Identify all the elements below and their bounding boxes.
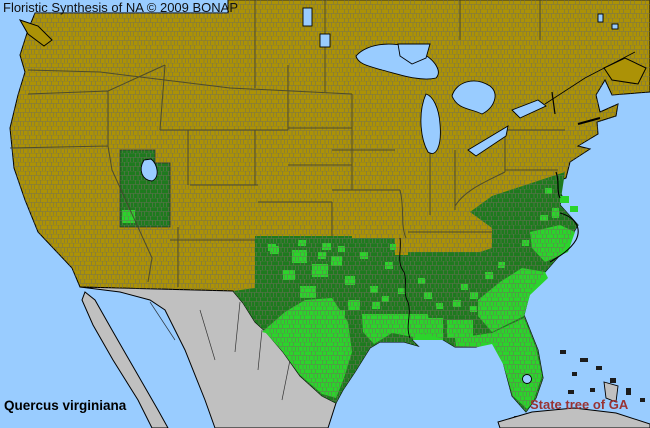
baja-california <box>81 291 169 428</box>
species-name-label: Quercus virginiana <box>4 398 127 413</box>
bahamas <box>560 350 645 402</box>
lake-huron <box>451 80 496 115</box>
vancouver-island <box>18 19 53 47</box>
nova-scotia <box>603 57 647 85</box>
mississippi-river <box>399 237 411 339</box>
state-tree-annotation: State tree of GA <box>530 397 629 412</box>
state-borders <box>9 0 565 287</box>
lake-michigan <box>420 93 441 154</box>
lake-okeechobee <box>522 374 532 384</box>
quebec-lake-2 <box>611 23 619 30</box>
lake-ontario <box>511 99 547 119</box>
quebec-lake <box>597 13 604 23</box>
map-title: Floristic Synthesis of NA © 2009 BONAP <box>3 0 239 15</box>
outer-banks <box>549 212 579 263</box>
long-island <box>577 117 601 125</box>
mexico-state-lines <box>149 301 291 401</box>
lake-winnipeg <box>302 7 313 27</box>
lake-champlain <box>551 91 556 115</box>
cuba <box>497 407 650 428</box>
lake-erie <box>467 125 509 157</box>
andros-island <box>603 381 619 403</box>
great-salt-lake <box>140 158 158 182</box>
chesapeake-bay <box>555 171 561 199</box>
lake-manitoba <box>319 33 331 48</box>
james-bay <box>397 43 431 65</box>
lakes <box>140 7 619 384</box>
